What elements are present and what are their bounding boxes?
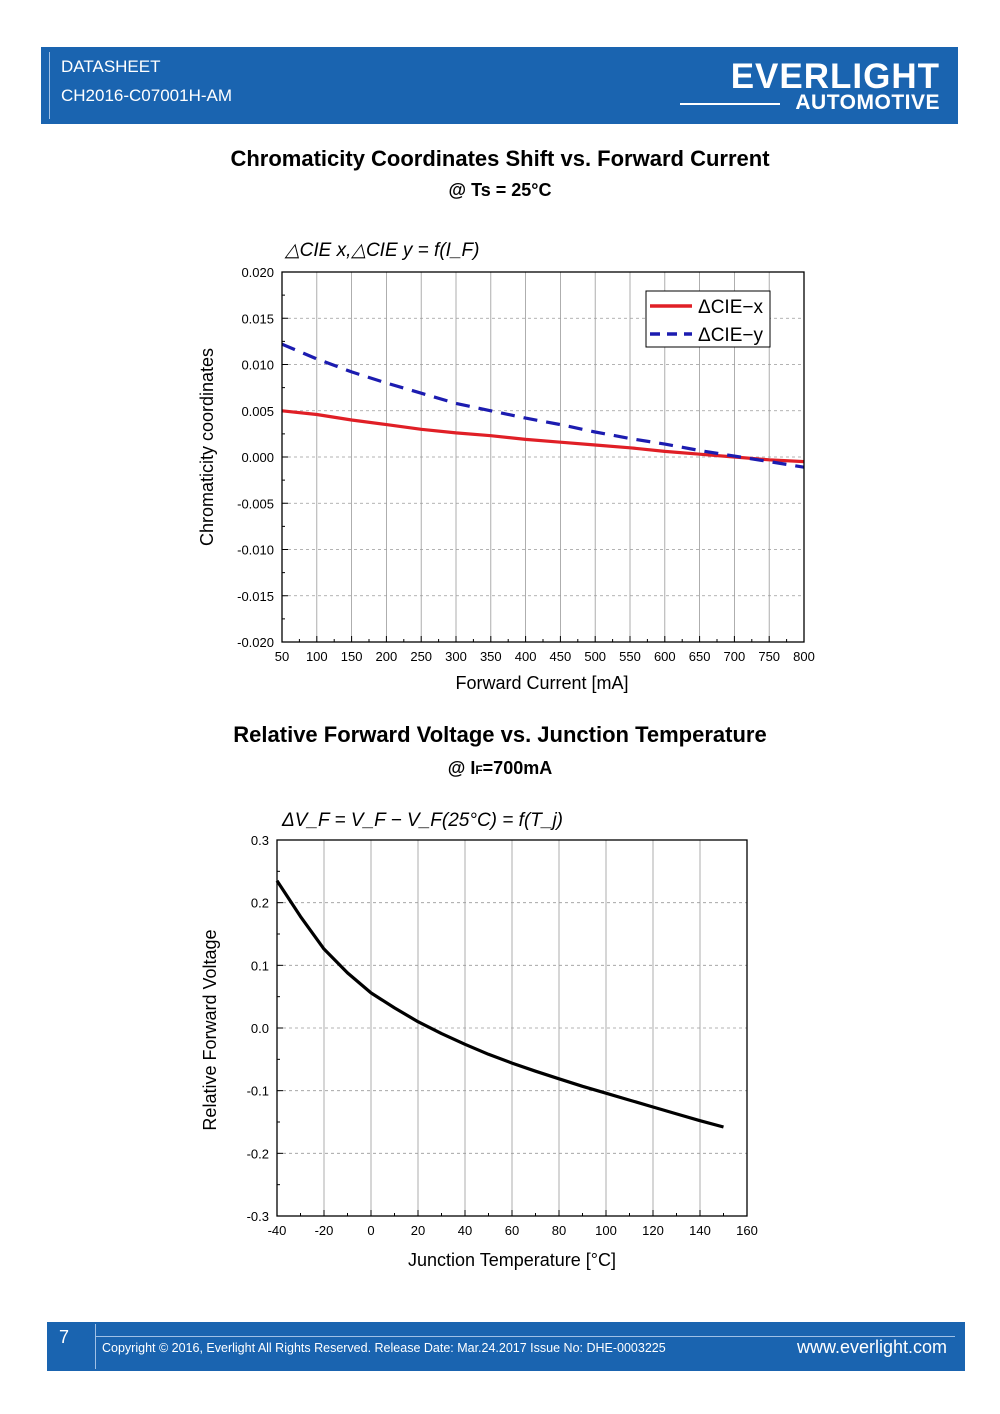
- chart1-xtick-label: 500: [584, 649, 606, 664]
- chart1-subtitle: @ Ts = 25°C: [448, 180, 552, 200]
- chart1-ytick-label: -0.015: [237, 589, 274, 604]
- brand-sub: AUTOMOTIVE: [795, 91, 940, 114]
- footer-bar: 7 Copyright © 2016, Everlight All Rights…: [47, 1322, 965, 1371]
- header-bar: DATASHEET CH2016-C07001H-AM EVERLIGHT AU…: [41, 47, 958, 124]
- chart1-ytick-label: 0.015: [241, 311, 274, 326]
- copyright-text: Copyright © 2016, Everlight All Rights R…: [102, 1341, 666, 1355]
- footer-divider-h: [95, 1336, 955, 1337]
- chart2-ytick-label: -0.3: [247, 1209, 269, 1224]
- chart2-ytick-label: -0.1: [247, 1084, 269, 1099]
- chart2-subtitle-prefix: @ I: [447, 758, 476, 778]
- chart1-ylabel: Chromaticity coordinates: [197, 348, 217, 546]
- chart1-ytick-label: -0.020: [237, 635, 274, 650]
- chart1-ytick-label: -0.010: [237, 543, 274, 558]
- page-number: 7: [59, 1327, 70, 1347]
- legend-cie-x: ΔCIE−x: [698, 297, 763, 318]
- chart2-xtick-label: 100: [595, 1223, 617, 1238]
- chart2-xtick-label: 40: [458, 1223, 472, 1238]
- brand-logo: EVERLIGHT AUTOMOTIVE: [680, 57, 940, 115]
- chart2-subtitle-sub: F: [475, 763, 483, 777]
- chart2-xlabel: Junction Temperature [°C]: [408, 1250, 616, 1270]
- doc-type: DATASHEET: [61, 57, 161, 76]
- chart2-xtick-label: -40: [268, 1223, 287, 1238]
- chart1-series-1-line: [281, 342, 805, 469]
- chart1-xtick-label: 300: [445, 649, 467, 664]
- chart2-formula: ΔV_F = V_F − V_F(25°C) = f(T_j): [281, 810, 563, 831]
- chart1-xtick-label: 650: [689, 649, 711, 664]
- chart2-subtitle-suffix: =700mA: [482, 758, 553, 778]
- chart2-ytick-label: 0.1: [251, 958, 269, 973]
- chart2-series-0-line: [275, 879, 724, 1129]
- chart1-xtick-label: 100: [306, 649, 328, 664]
- chart2-xtick-label: -20: [315, 1223, 334, 1238]
- chart1-ytick-label: 0.000: [241, 450, 274, 465]
- website-link[interactable]: www.everlight.com: [796, 1337, 947, 1357]
- chart1-ytick-label: 0.020: [241, 265, 274, 280]
- chart1-xtick-label: 550: [619, 649, 641, 664]
- chart2-xtick-label: 0: [367, 1223, 374, 1238]
- chart2-title: Relative Forward Voltage vs. Junction Te…: [233, 722, 767, 747]
- chart2-xtick-label: 20: [411, 1223, 425, 1238]
- legend-cie-y: ΔCIE−y: [698, 325, 763, 346]
- brand-rule: [680, 103, 780, 105]
- header-divider: [49, 52, 50, 119]
- chart1-ytick-label: -0.005: [237, 496, 274, 511]
- chart1-xtick-label: 750: [758, 649, 780, 664]
- chart2-xtick-label: 160: [736, 1223, 758, 1238]
- chart2-xtick-label: 120: [642, 1223, 664, 1238]
- chart1-xtick-label: 400: [515, 649, 537, 664]
- chart1-xlabel: Forward Current [mA]: [455, 673, 628, 693]
- chart2-ytick-label: -0.2: [247, 1146, 269, 1161]
- chart-cie-shift: △CIE x,△CIE y = f(I_F) 50 100 150 200 250 300…: [197, 240, 815, 693]
- chart2-ytick-label: 0.2: [251, 896, 269, 911]
- brand-main: EVERLIGHT: [730, 57, 940, 96]
- chart1-title: Chromaticity Coordinates Shift vs. Forwa…: [230, 146, 770, 171]
- chart2-ytick-label: 0.3: [251, 833, 269, 848]
- chart2-ylabel: Relative Forward Voltage: [200, 929, 220, 1130]
- chart1-xtick-label: 700: [724, 649, 746, 664]
- chart1-ytick-label: 0.005: [241, 404, 274, 419]
- chart2-xtick-label: 60: [505, 1223, 519, 1238]
- chart2-subtitle: @ IF=700mA: [0, 758, 1000, 779]
- chart1-xtick-label: 600: [654, 649, 676, 664]
- chart2-ytick-label: 0.0: [251, 1021, 269, 1036]
- chart1-xtick-label: 50: [275, 649, 289, 664]
- chart1-xtick-label: 150: [341, 649, 363, 664]
- chart2-plot-frame: [276, 839, 748, 1217]
- chart1-formula: △CIE x,△CIE y = f(I_F): [284, 240, 479, 261]
- footer-divider-v: [95, 1324, 96, 1369]
- chart1-series-0-line: [281, 409, 805, 464]
- chart1-xtick-label: 800: [793, 649, 815, 664]
- chart1-legend: ΔCIE−x ΔCIE−y: [645, 290, 771, 348]
- chart1-xtick-label: 200: [376, 649, 398, 664]
- chart1-xtick-label: 450: [550, 649, 572, 664]
- chart1-plot-frame: [281, 271, 805, 643]
- chart1-ytick-label: 0.010: [241, 358, 274, 373]
- chart2-xtick-label: 80: [552, 1223, 566, 1238]
- part-number: CH2016-C07001H-AM: [61, 86, 233, 105]
- chart1-xtick-label: 250: [410, 649, 432, 664]
- chart1-xtick-label: 350: [480, 649, 502, 664]
- chart-relative-vf: ΔV_F = V_F − V_F(25°C) = f(T_j) -40 -20 0 2…: [200, 810, 758, 1270]
- chart2-xtick-label: 140: [689, 1223, 711, 1238]
